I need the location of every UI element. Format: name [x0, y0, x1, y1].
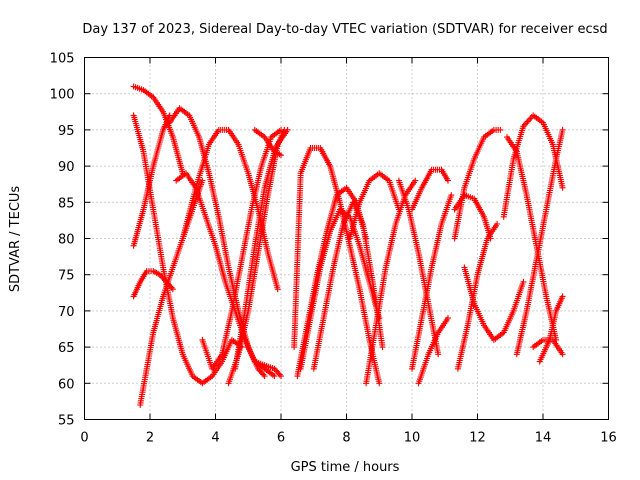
x-tick-label: 4: [211, 431, 219, 446]
y-tick-label: 65: [58, 341, 75, 356]
x-tick-label: 12: [469, 431, 486, 446]
series-arc-af: [536, 293, 566, 365]
y-tick-label: 70: [58, 305, 75, 320]
x-tick-label: 6: [277, 431, 285, 446]
series-arc-l: [251, 126, 284, 159]
point-markers: [291, 145, 383, 387]
chart-title: Day 137 of 2023, Sidereal Day-to-day VTE…: [82, 22, 607, 37]
point-markers: [297, 206, 383, 372]
y-tick-label: 60: [58, 377, 75, 392]
series-arc-v: [409, 166, 451, 213]
series-arc-b: [130, 83, 186, 177]
series-arc-a: [130, 112, 245, 387]
y-tick-label: 55: [58, 414, 75, 429]
point-markers: [199, 126, 284, 372]
y-tick-label: 95: [58, 124, 75, 139]
point-markers: [500, 112, 566, 220]
series-arc-d: [130, 268, 176, 300]
x-tick-label: 0: [80, 431, 88, 446]
series-arc-w: [415, 315, 451, 387]
series-arc-z: [454, 221, 501, 372]
series-arc-aa: [461, 264, 527, 343]
x-tick-label: 16: [600, 431, 617, 446]
point-markers: [130, 83, 186, 177]
x-tick-label: 2: [146, 431, 154, 446]
point-markers: [451, 126, 504, 242]
series-arc-m: [251, 358, 284, 380]
y-tick-label: 80: [58, 233, 75, 248]
point-markers: [536, 293, 566, 365]
point-markers: [461, 264, 527, 343]
series-arc-p: [297, 206, 383, 372]
series-arc-u: [409, 192, 455, 372]
point-markers: [409, 192, 455, 372]
x-tick-label: 8: [342, 431, 350, 446]
axis-ticks: 0 2 4 6 8 10 12 14 16 55 60 65 70 75 80 85 90 95 100 105: [50, 52, 617, 446]
point-markers: [409, 166, 451, 213]
point-markers: [251, 358, 284, 380]
series-arc-ab: [500, 112, 566, 220]
series-arc-y: [451, 126, 504, 242]
point-markers: [130, 112, 245, 387]
series-arc-i: [199, 126, 284, 372]
point-markers: [454, 221, 501, 372]
series-arc-n: [291, 145, 383, 387]
x-axis-label: GPS time / hours: [291, 460, 400, 475]
plot-frame: [84, 57, 609, 420]
x-tick-label: 14: [535, 431, 552, 446]
y-tick-label: 90: [58, 160, 75, 175]
y-axis-label: SDTVAR / TECUs: [8, 186, 23, 293]
series-arc-c: [130, 112, 173, 249]
point-markers: [513, 126, 566, 358]
y-tick-label: 100: [50, 88, 75, 103]
point-markers: [130, 112, 173, 249]
point-markers: [251, 126, 284, 159]
series-arc-r: [346, 170, 402, 242]
y-tick-label: 75: [58, 269, 75, 284]
series-arc-ad: [513, 126, 566, 358]
x-tick-label: 10: [404, 431, 421, 446]
point-markers: [415, 315, 451, 387]
y-tick-label: 85: [58, 196, 75, 211]
point-markers: [346, 170, 402, 242]
point-markers: [130, 268, 176, 300]
data-points: [130, 83, 566, 408]
y-tick-label: 105: [50, 52, 75, 67]
grid-lines: [84, 57, 609, 420]
